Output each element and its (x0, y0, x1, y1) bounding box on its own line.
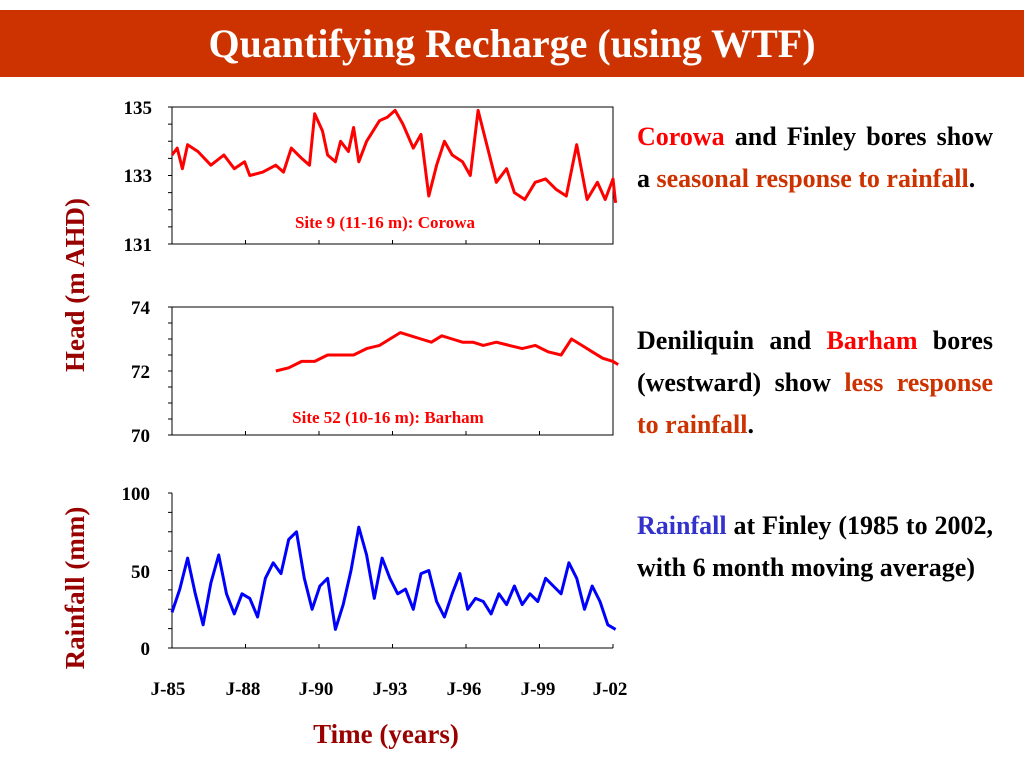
rainfall-note: Rainfall at Finley (1985 to 2002, with 6… (637, 505, 993, 589)
note-segment: . (747, 410, 755, 439)
barham-y-tick: 70 (131, 426, 150, 447)
x-tick-label: J-02 (593, 679, 628, 700)
note-segment: Deniliquin and (637, 326, 827, 355)
corowa-site-label: Site 9 (11-16 m): Corowa (295, 213, 476, 232)
slide-title: Quantifying Recharge (using WTF) (208, 21, 816, 66)
corowa-head-line (170, 108, 618, 204)
corowa-y-tick: 131 (124, 235, 153, 256)
barham-y-tick: 72 (131, 362, 150, 383)
x-tick-label: J-93 (373, 679, 408, 700)
corowa-y-tick: 135 (124, 98, 153, 119)
x-tick-label: J-85 (151, 679, 186, 700)
note-segment: less response to rainfall (637, 368, 993, 439)
rainfall-y-tick: 0 (141, 639, 151, 660)
x-tick-label: J-99 (521, 679, 556, 700)
title-bar: Quantifying Recharge (using WTF) (0, 10, 1024, 77)
head-axis-title: Head (m AHD) (60, 198, 90, 372)
x-tick-label: J-88 (226, 679, 261, 700)
note-segment: bores (westward) show (637, 326, 993, 397)
barham-y-tick: 74 (131, 298, 151, 319)
corowa-finley-note: Corowa and Finley bores show a seasonal … (637, 116, 993, 200)
finley-rainfall-line (170, 525, 617, 631)
x-tick-label: J-90 (299, 679, 334, 700)
barham-head-line (275, 331, 619, 373)
note-segment: at Finley (1985 to 2002, with 6 month mo… (637, 511, 993, 582)
rainfall-y-tick: 100 (122, 484, 151, 505)
time-axis-title: Time (years) (313, 719, 459, 749)
corowa-y-tick: 133 (124, 166, 153, 187)
series-layer (170, 108, 619, 631)
note-segment: . (968, 164, 976, 193)
barham-site-label: Site 52 (10-16 m): Barham (292, 408, 484, 427)
rainfall-y-tick: 50 (131, 562, 150, 583)
rainfall-axis-title: Rainfall (mm) (60, 507, 90, 670)
tick-marks (168, 106, 614, 649)
deniliquin-barham-note: Deniliquin and Barham bores (westward) s… (637, 320, 993, 446)
x-tick-label: J-96 (447, 679, 482, 700)
note-segment: Barham (826, 326, 918, 355)
note-segment: Rainfall (637, 511, 727, 540)
note-segment: and Finley bores show a (637, 122, 993, 193)
note-segment: seasonal response to rainfall (656, 164, 969, 193)
note-segment: Corowa (637, 122, 725, 151)
